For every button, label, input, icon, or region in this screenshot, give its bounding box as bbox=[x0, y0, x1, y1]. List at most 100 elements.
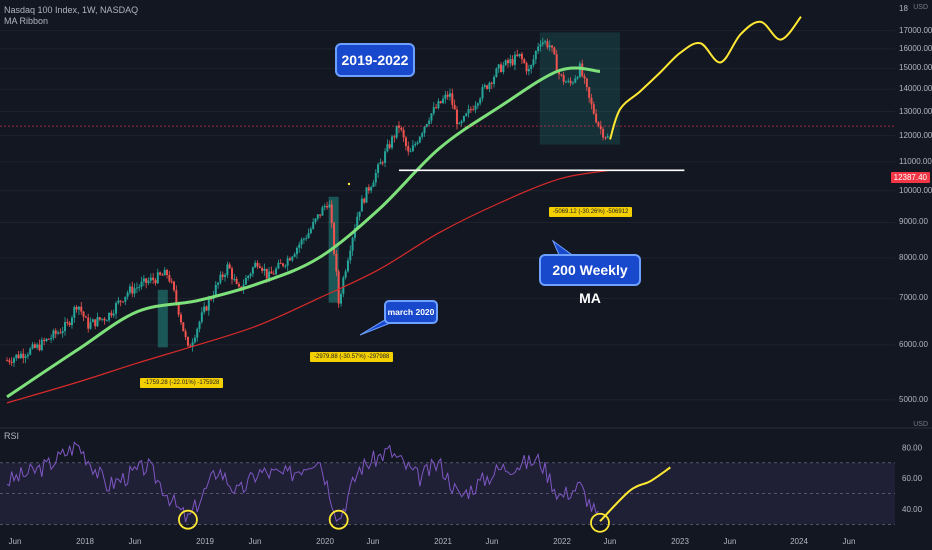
candle-body bbox=[307, 233, 310, 239]
candle-body bbox=[124, 296, 127, 302]
candle-body bbox=[418, 136, 421, 143]
price-tick-label: 17000.00 bbox=[899, 25, 932, 35]
candle-body bbox=[483, 85, 486, 88]
candle-body bbox=[168, 274, 171, 282]
candle-body bbox=[411, 145, 414, 152]
candle-body bbox=[77, 306, 80, 310]
candle-body bbox=[219, 274, 222, 283]
candle-body bbox=[544, 41, 547, 43]
candle-body bbox=[467, 109, 470, 114]
candle-body bbox=[47, 338, 50, 340]
candle-body bbox=[548, 45, 551, 48]
candle-body bbox=[388, 144, 391, 148]
candle-body bbox=[221, 274, 224, 277]
candle-body bbox=[12, 358, 15, 363]
candle-body bbox=[275, 268, 278, 275]
candle-body bbox=[513, 54, 516, 65]
time-tick-label: 2019 bbox=[196, 537, 214, 546]
candle-body bbox=[506, 60, 509, 64]
candle-body bbox=[61, 331, 64, 334]
candle-body bbox=[326, 205, 329, 208]
candle-body bbox=[571, 82, 574, 84]
candle-body bbox=[314, 218, 317, 222]
candle-body bbox=[205, 306, 208, 311]
candle-body bbox=[323, 205, 326, 208]
candle-body bbox=[309, 228, 312, 234]
candle-body bbox=[337, 271, 340, 304]
current-price-badge: 12387.40 bbox=[890, 172, 930, 183]
candle-body bbox=[279, 262, 282, 264]
candle-body bbox=[105, 320, 108, 322]
candle-body bbox=[121, 301, 124, 303]
candle-body bbox=[75, 306, 78, 310]
candle-body bbox=[574, 78, 577, 83]
candle-body bbox=[537, 46, 540, 52]
candle-body bbox=[40, 339, 43, 351]
candle-body bbox=[439, 101, 442, 104]
candle-body bbox=[191, 342, 194, 347]
time-tick-label: 2024 bbox=[790, 537, 808, 546]
candle-body bbox=[319, 214, 322, 216]
candle-body bbox=[154, 279, 157, 284]
candle-body bbox=[272, 273, 275, 275]
candle-body bbox=[312, 221, 315, 229]
candle-body bbox=[516, 54, 519, 56]
candle-body bbox=[606, 136, 609, 138]
candle-body bbox=[333, 223, 336, 254]
candle-body bbox=[293, 254, 296, 257]
candle-body bbox=[22, 353, 25, 359]
candle-body bbox=[458, 123, 461, 125]
indicator-label: MA Ribbon bbox=[4, 16, 49, 26]
candle-body bbox=[214, 284, 217, 296]
price-tick-label: 6000.00 bbox=[899, 339, 928, 349]
candle-body bbox=[414, 143, 417, 146]
candle-body bbox=[38, 344, 41, 351]
candle-body bbox=[351, 237, 354, 251]
candle-body bbox=[198, 321, 201, 329]
drop-label-2020: -2979.88 (-30.57%) -297988 bbox=[310, 352, 394, 362]
price-tick-label: 7000.00 bbox=[899, 293, 928, 303]
candle-body bbox=[128, 286, 131, 293]
candle-body bbox=[135, 287, 138, 289]
candle-body bbox=[217, 282, 220, 285]
candle-body bbox=[527, 68, 530, 72]
candle-body bbox=[231, 268, 234, 280]
candle-body bbox=[493, 76, 496, 84]
candle-body bbox=[428, 120, 431, 125]
candle-body bbox=[193, 337, 196, 343]
price-tick-label: 16000.00 bbox=[899, 43, 932, 53]
candle-body bbox=[367, 187, 370, 191]
candle-body bbox=[360, 198, 363, 212]
candle-body bbox=[597, 122, 600, 126]
candle-body bbox=[481, 87, 484, 99]
candle-body bbox=[340, 293, 343, 304]
candle-body bbox=[486, 85, 489, 89]
candle-body bbox=[247, 275, 250, 278]
candle-body bbox=[70, 317, 73, 326]
candle-body bbox=[509, 59, 512, 64]
candle-body bbox=[182, 322, 185, 332]
candle-body bbox=[425, 124, 428, 127]
candle-body bbox=[430, 113, 433, 121]
candle-body bbox=[453, 104, 456, 110]
candle-body bbox=[558, 71, 561, 75]
candle-body bbox=[500, 64, 503, 73]
price-tick-label-top: 18 bbox=[899, 4, 908, 13]
candle-body bbox=[460, 121, 463, 124]
candle-body bbox=[237, 283, 240, 287]
candle-body bbox=[170, 281, 173, 283]
candle-body bbox=[432, 107, 435, 114]
candle-body bbox=[592, 104, 595, 114]
candle-body bbox=[226, 264, 229, 276]
candle-body bbox=[284, 265, 287, 267]
rsi-pane-label: RSI bbox=[4, 431, 20, 441]
price-tick-label: 12000.00 bbox=[899, 130, 932, 140]
candle-body bbox=[474, 105, 477, 110]
candle-body bbox=[54, 330, 57, 334]
candle-body bbox=[159, 272, 162, 275]
chart-title: Nasdaq 100 Index, 1W, NASDAQ bbox=[4, 5, 139, 15]
candle-body bbox=[91, 319, 94, 323]
candle-body bbox=[6, 360, 9, 362]
candle-body bbox=[282, 263, 285, 266]
candle-body bbox=[551, 45, 554, 48]
